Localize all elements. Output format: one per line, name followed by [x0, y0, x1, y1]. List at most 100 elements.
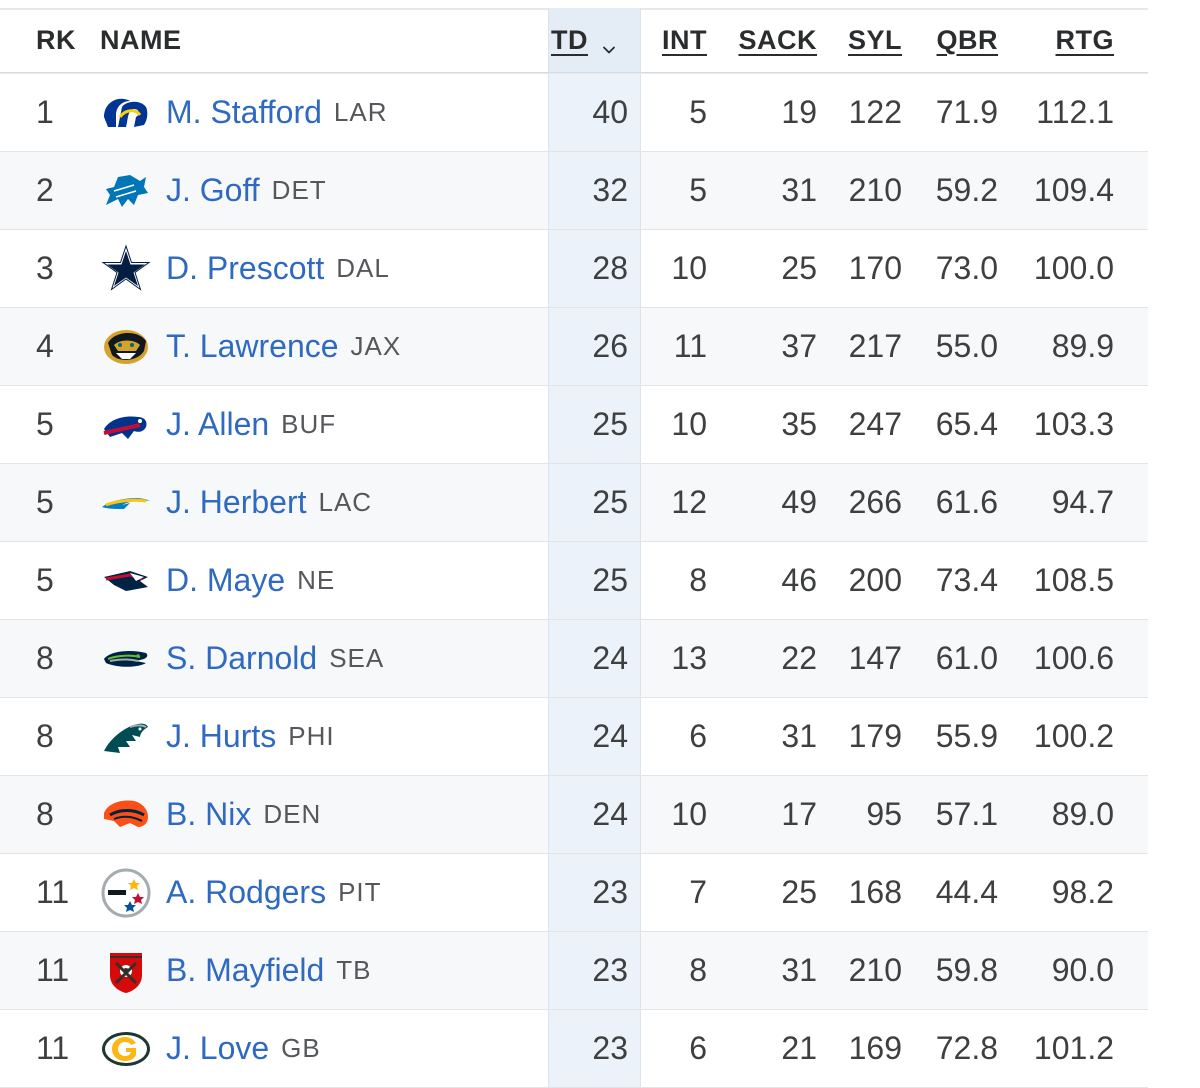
team-abbr: BUF [281, 409, 337, 439]
packers-logo-icon[interactable] [100, 1023, 152, 1075]
table-row: 3 D. Prescott DAL 28 10 25 170 73.0 100.0 [0, 230, 1148, 308]
jaguars-logo-icon[interactable] [100, 321, 152, 373]
seahawks-logo-icon[interactable] [100, 633, 152, 685]
syl-cell: 247 [848, 406, 902, 442]
sack-cell: 49 [781, 484, 817, 520]
cowboys-logo-icon[interactable] [100, 243, 152, 295]
player-cell: D. Maye NE [100, 542, 540, 619]
header-td-label[interactable]: TD [551, 24, 588, 55]
qbr-cell: 57.1 [935, 796, 998, 832]
team-abbr: DET [271, 175, 327, 205]
header-int[interactable]: INT [662, 24, 707, 55]
eagles-logo-icon[interactable] [100, 711, 152, 763]
qbr-cell: 59.2 [935, 172, 998, 208]
header-syl[interactable]: SYL [847, 24, 902, 55]
qbr-cell: 71.9 [935, 94, 998, 130]
chargers-logo-icon[interactable] [100, 477, 152, 529]
td-cell: 23 [548, 1010, 641, 1087]
sack-cell: 46 [781, 562, 817, 598]
stats-table: RK NAME TD INT SACK SYL QBR RTG 1 M. Staf… [0, 8, 1148, 1088]
td-cell: 32 [548, 152, 641, 229]
lions-logo-icon[interactable] [100, 165, 152, 217]
player-name-link[interactable]: M. Stafford [166, 94, 322, 130]
sack-cell: 37 [781, 328, 817, 364]
team-abbr: DEN [263, 799, 322, 829]
qbr-cell: 73.4 [935, 562, 998, 598]
buccaneers-logo-icon[interactable] [100, 945, 152, 997]
td-cell: 24 [548, 698, 641, 775]
player-name-link[interactable]: A. Rodgers [166, 874, 327, 910]
syl-cell: 122 [848, 94, 902, 130]
team-abbr: PIT [338, 877, 382, 907]
qbr-cell: 44.4 [935, 874, 998, 910]
header-sack[interactable]: SACK [738, 24, 817, 55]
rank-cell: 11 [36, 952, 70, 988]
team-abbr: PHI [288, 721, 335, 751]
int-cell: 6 [689, 718, 707, 754]
qbr-cell: 61.0 [935, 640, 998, 676]
player-cell: T. Lawrence JAX [100, 308, 540, 385]
qbr-cell: 55.9 [935, 718, 998, 754]
player-name-link[interactable]: S. Darnold [166, 640, 318, 676]
table-row: 8 S. Darnold SEA 24 13 22 147 61.0 100.6 [0, 620, 1148, 698]
team-abbr: LAC [318, 487, 373, 517]
td-cell: 23 [548, 932, 641, 1009]
header-td[interactable]: TD [548, 8, 641, 72]
sack-cell: 31 [781, 172, 817, 208]
rank-cell: 8 [36, 640, 54, 676]
rank-cell: 11 [36, 1030, 70, 1066]
player-name-link[interactable]: B. Nix [166, 796, 252, 832]
rank-cell: 8 [36, 796, 54, 832]
team-abbr: NE [297, 565, 336, 595]
qbr-cell: 61.6 [935, 484, 998, 520]
int-cell: 8 [689, 562, 707, 598]
td-cell: 24 [548, 620, 641, 697]
team-abbr: TB [336, 955, 372, 985]
team-abbr: SEA [329, 643, 385, 673]
player-name-link[interactable]: J. Love [166, 1030, 270, 1066]
syl-cell: 170 [848, 250, 902, 286]
steelers-logo-icon[interactable] [100, 867, 152, 919]
syl-cell: 210 [848, 952, 902, 988]
sack-cell: 25 [781, 250, 817, 286]
rtg-cell: 108.5 [1033, 562, 1114, 598]
player-cell: D. Prescott DAL [100, 230, 540, 307]
int-cell: 10 [671, 250, 707, 286]
player-name-link[interactable]: J. Hurts [166, 718, 277, 754]
rtg-cell: 100.0 [1033, 250, 1114, 286]
player-cell: M. Stafford LAR [100, 74, 540, 151]
broncos-logo-icon[interactable] [100, 789, 152, 841]
table-body: 1 M. Stafford LAR 40 5 19 122 71.9 112.1 2 J. Goff… [0, 74, 1148, 1088]
rank-cell: 1 [36, 94, 54, 130]
rank-cell: 2 [36, 172, 54, 208]
player-name-link[interactable]: D. Prescott [166, 250, 325, 286]
chevron-down-icon[interactable] [602, 33, 616, 54]
rtg-cell: 112.1 [1036, 94, 1114, 130]
rank-cell: 5 [36, 562, 54, 598]
rams-logo-icon[interactable] [100, 87, 152, 139]
rtg-cell: 100.2 [1033, 718, 1114, 754]
table-row: 8 J. Hurts PHI 24 6 31 179 55.9 100.2 [0, 698, 1148, 776]
player-name-link[interactable]: B. Mayfield [166, 952, 325, 988]
sack-cell: 35 [781, 406, 817, 442]
player-name-link[interactable]: D. Maye [166, 562, 286, 598]
table-row: 2 J. Goff DET 32 5 31 210 59.2 109.4 [0, 152, 1148, 230]
patriots-logo-icon[interactable] [100, 555, 152, 607]
player-name-link[interactable]: J. Herbert [166, 484, 307, 520]
player-name-link[interactable]: T. Lawrence [166, 328, 339, 364]
int-cell: 10 [671, 796, 707, 832]
team-abbr: LAR [333, 97, 388, 127]
header-rtg[interactable]: RTG [1055, 24, 1114, 55]
table-row: 11 B. Mayfield TB 23 8 31 210 59.8 90.0 [0, 932, 1148, 1010]
sack-cell: 31 [781, 718, 817, 754]
td-cell: 26 [548, 308, 641, 385]
rank-cell: 4 [36, 328, 54, 364]
rtg-cell: 109.4 [1033, 172, 1114, 208]
int-cell: 5 [689, 172, 707, 208]
header-qbr[interactable]: QBR [936, 24, 998, 55]
player-name-link[interactable]: J. Goff [166, 172, 260, 208]
table-row: 5 J. Herbert LAC 25 12 49 266 61.6 94.7 [0, 464, 1148, 542]
player-name-link[interactable]: J. Allen [166, 406, 270, 442]
table-row: 11 J. Love GB 23 6 21 169 72.8 101.2 [0, 1010, 1148, 1088]
bills-logo-icon[interactable] [100, 399, 152, 451]
